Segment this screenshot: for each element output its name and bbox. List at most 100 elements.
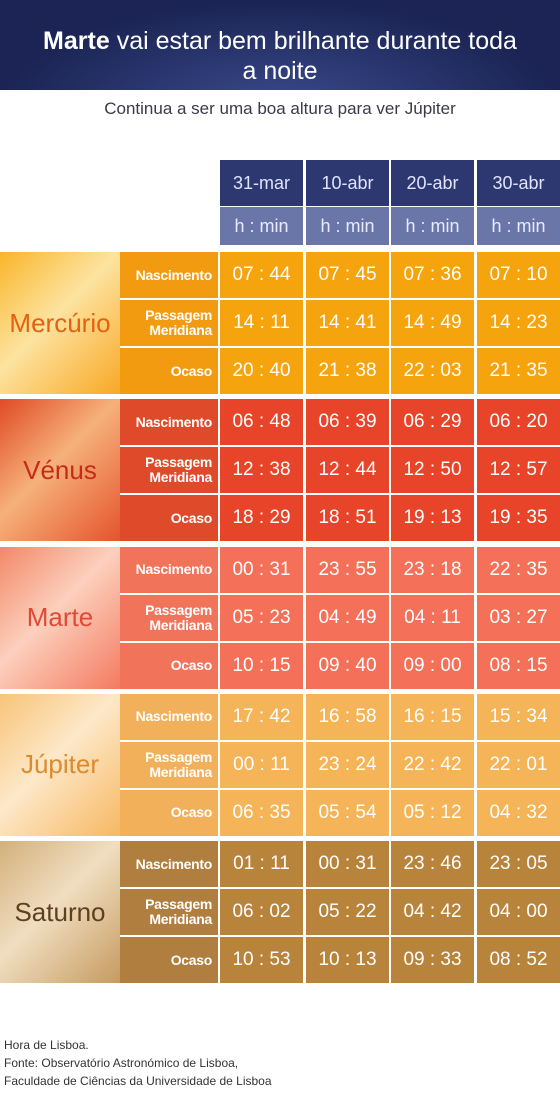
row-label: Nascimento (120, 252, 218, 298)
time-cell: 12 : 57 (477, 447, 560, 494)
footer-line: Fonte: Observatório Astronómico de Lisbo… (4, 1056, 239, 1070)
time-cell: 03 : 27 (477, 594, 560, 641)
time-cell: 10 : 13 (306, 937, 389, 984)
time-cell: 06 : 02 (220, 889, 303, 936)
time-cell: 12 : 44 (306, 447, 389, 494)
row-label: Ocaso (120, 937, 218, 984)
planet-name: Vénus (23, 454, 97, 485)
time-cell: 21 : 38 (306, 348, 389, 394)
time-cell: 04 : 49 (306, 594, 389, 641)
time-cell: 05 : 23 (220, 594, 303, 641)
row-label: Ocaso (120, 789, 218, 836)
time-cell: 15 : 34 (477, 693, 560, 740)
time-cell: 23 : 24 (306, 741, 389, 788)
time-cell: 04 : 11 (391, 594, 474, 641)
time-cell: 07 : 45 (306, 252, 389, 298)
row-label: Passagem Meridiana (120, 741, 218, 788)
time-cell: 22 : 01 (477, 741, 560, 788)
time-cell: 21 : 35 (477, 348, 560, 394)
row-label: Nascimento (120, 841, 218, 888)
row-label: Nascimento (120, 546, 218, 593)
time-cell: 07 : 36 (391, 252, 474, 298)
time-cell: 22 : 03 (391, 348, 474, 394)
time-cell: 10 : 53 (220, 937, 303, 984)
column-unit: h : min (391, 207, 474, 245)
time-cell: 08 : 52 (477, 937, 560, 984)
planet-background (0, 546, 120, 689)
column-date: 31-mar (220, 160, 303, 206)
row-label: Passagem Meridiana (120, 594, 218, 641)
column-unit: h : min (306, 207, 389, 245)
time-cell: 07 : 10 (477, 252, 560, 298)
title-bold: Marte (43, 27, 110, 55)
time-cell: 09 : 00 (391, 642, 474, 689)
time-cell: 09 : 33 (391, 937, 474, 984)
planet-name: Mercúrio (9, 307, 111, 338)
time-cell: 00 : 31 (306, 841, 389, 888)
time-cell: 18 : 29 (220, 495, 303, 542)
planet-name: Marte (26, 602, 94, 633)
planet-background (0, 399, 120, 542)
row-label: Ocaso (120, 495, 218, 542)
column-date: 10-abr (306, 160, 389, 206)
planet-background (0, 841, 120, 984)
time-cell: 22 : 35 (477, 546, 560, 593)
time-cell: 04 : 32 (477, 789, 560, 836)
row-label: Ocaso (120, 348, 218, 394)
time-cell: 19 : 13 (391, 495, 474, 542)
row-label: Passagem Meridiana (120, 889, 218, 936)
planet-background (0, 693, 120, 836)
time-cell: 20 : 40 (220, 348, 303, 394)
title-rest: vai estar bem brilhante durante toda a n… (116, 27, 517, 85)
footer-line: Hora de Lisboa. (4, 1038, 89, 1052)
time-cell: 07 : 44 (220, 252, 303, 298)
footer: Hora de Lisboa. Fonte: Observatório Astr… (4, 1036, 272, 1090)
time-cell: 14 : 11 (220, 300, 303, 346)
row-label: Passagem Meridiana (120, 447, 218, 494)
planet-name: Júpiter (20, 749, 100, 780)
row-label: Passagem Meridiana (120, 300, 218, 346)
time-cell: 17 : 42 (220, 693, 303, 740)
time-cell: 23 : 46 (391, 841, 474, 888)
title: Marte vai estar bem brilhante durante to… (40, 26, 520, 86)
time-cell: 14 : 49 (391, 300, 474, 346)
row-label: Ocaso (120, 642, 218, 689)
time-cell: 00 : 31 (220, 546, 303, 593)
time-cell: 00 : 11 (220, 741, 303, 788)
time-cell: 06 : 39 (306, 399, 389, 446)
time-cell: 06 : 35 (220, 789, 303, 836)
time-cell: 05 : 12 (391, 789, 474, 836)
time-cell: 12 : 50 (391, 447, 474, 494)
footer-line: Faculdade de Ciências da Universidade de… (4, 1074, 272, 1088)
time-cell: 16 : 58 (306, 693, 389, 740)
time-cell: 06 : 29 (391, 399, 474, 446)
time-cell: 06 : 48 (220, 399, 303, 446)
row-label: Nascimento (120, 693, 218, 740)
column-unit: h : min (477, 207, 560, 245)
time-cell: 06 : 20 (477, 399, 560, 446)
time-cell: 18 : 51 (306, 495, 389, 542)
column-date: 20-abr (391, 160, 474, 206)
time-cell: 04 : 00 (477, 889, 560, 936)
time-cell: 19 : 35 (477, 495, 560, 542)
time-cell: 23 : 18 (391, 546, 474, 593)
time-cell: 14 : 23 (477, 300, 560, 346)
time-cell: 05 : 54 (306, 789, 389, 836)
time-cell: 23 : 05 (477, 841, 560, 888)
time-cell: 12 : 38 (220, 447, 303, 494)
subtitle: Continua a ser uma boa altura para ver J… (104, 99, 456, 118)
column-unit: h : min (220, 207, 303, 245)
time-cell: 22 : 42 (391, 741, 474, 788)
column-date: 30-abr (477, 160, 560, 206)
time-cell: 23 : 55 (306, 546, 389, 593)
time-cell: 10 : 15 (220, 642, 303, 689)
planet-background (0, 252, 120, 394)
time-cell: 08 : 15 (477, 642, 560, 689)
time-cell: 14 : 41 (306, 300, 389, 346)
time-cell: 16 : 15 (391, 693, 474, 740)
row-label: Nascimento (120, 399, 218, 446)
time-cell: 05 : 22 (306, 889, 389, 936)
planet-name: Saturno (14, 896, 106, 927)
time-cell: 09 : 40 (306, 642, 389, 689)
